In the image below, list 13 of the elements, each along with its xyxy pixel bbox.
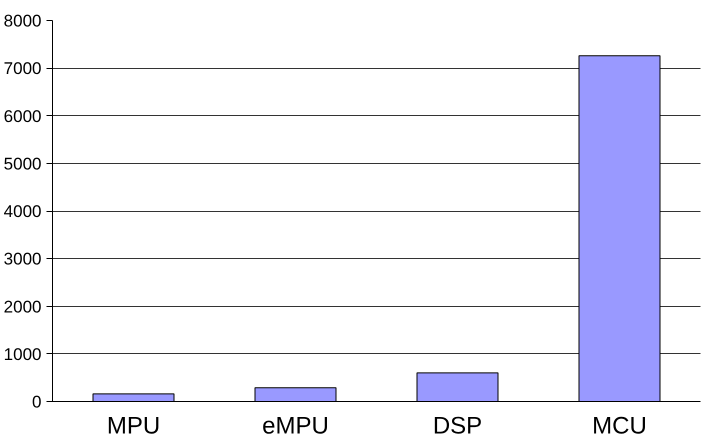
x-tick-label: MPU	[106, 412, 160, 440]
y-tick-label: 1000	[4, 344, 42, 364]
y-tick-label: 8000	[4, 12, 42, 30]
x-tick-label: MCU	[592, 412, 647, 440]
y-tick-label: 6000	[4, 106, 42, 126]
x-tick-label: DSP	[432, 412, 482, 440]
y-tick-label: 2000	[4, 297, 42, 316]
y-tick-label: 7000	[4, 59, 42, 78]
y-tick-label: 0	[32, 392, 42, 412]
y-tick-label: 3000	[4, 250, 42, 269]
x-tick-label: eMPU	[262, 412, 329, 440]
y-tick-label: 5000	[4, 154, 42, 174]
y-tick-label: 4000	[4, 202, 42, 221]
